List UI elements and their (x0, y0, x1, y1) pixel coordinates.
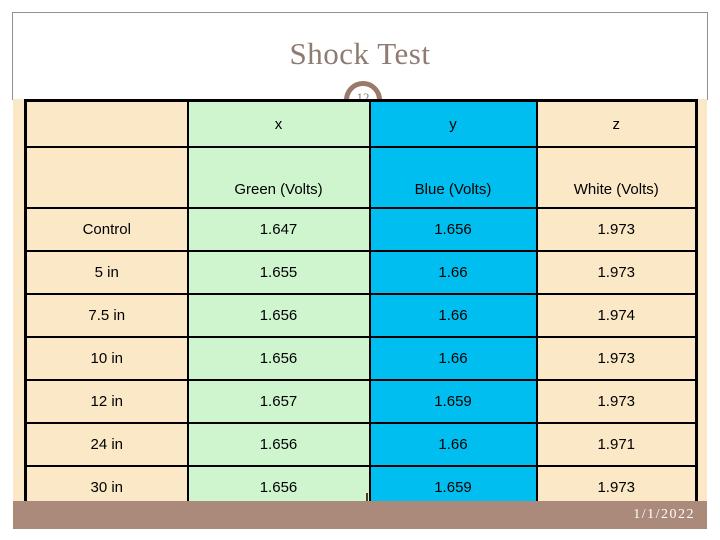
value-z: 1.973 (535, 379, 698, 424)
value-y: 1.656 (368, 207, 538, 252)
value-x: 1.656 (186, 336, 371, 381)
value-y: 1.66 (368, 422, 538, 467)
footer-bar: 1/1/2022 (13, 501, 707, 529)
value-z: 1.971 (535, 422, 698, 467)
value-z: 1.973 (535, 336, 698, 381)
axis-header-z: z (535, 99, 698, 148)
value-z: 1.974 (535, 293, 698, 338)
row-label: Control (24, 207, 189, 252)
axis-header-row: x y z (24, 99, 698, 148)
value-x: 1.656 (186, 293, 371, 338)
value-x: 1.655 (186, 250, 371, 295)
table-row-control: Control 1.647 1.656 1.973 (24, 207, 698, 252)
value-z: 1.973 (535, 250, 698, 295)
corner-cell (24, 99, 189, 148)
table-row-30in: 30 in 1.656 1.659 1.973 (24, 465, 698, 511)
slide-title: Shock Test (289, 36, 431, 71)
row-label: 12 in (24, 379, 189, 424)
series-header-green: Green (Volts) (186, 146, 371, 209)
row-label: 7.5 in (24, 293, 189, 338)
value-x: 1.656 (186, 422, 371, 467)
corner-cell (24, 146, 189, 209)
footer-date: 1/1/2022 (633, 507, 695, 522)
column-divider-tick (366, 493, 368, 502)
value-z: 1.973 (535, 207, 698, 252)
axis-header-x: x (186, 99, 371, 148)
table-row-12in: 12 in 1.657 1.659 1.973 (24, 379, 698, 424)
value-x: 1.647 (186, 207, 371, 252)
shock-test-table: x y z Green (Volts) Blue (Volts) White (… (24, 99, 698, 511)
row-label: 24 in (24, 422, 189, 467)
series-header-white: White (Volts) (535, 146, 698, 209)
axis-header-y: y (368, 99, 538, 148)
value-y: 1.66 (368, 293, 538, 338)
row-label: 5 in (24, 250, 189, 295)
value-y: 1.659 (368, 379, 538, 424)
value-x: 1.657 (186, 379, 371, 424)
row-label: 10 in (24, 336, 189, 381)
value-y: 1.66 (368, 250, 538, 295)
value-y: 1.66 (368, 336, 538, 381)
table-row-24in: 24 in 1.656 1.66 1.971 (24, 422, 698, 467)
series-header-blue: Blue (Volts) (368, 146, 538, 209)
table-row-10in: 10 in 1.656 1.66 1.973 (24, 336, 698, 381)
table-row-7-5in: 7.5 in 1.656 1.66 1.974 (24, 293, 698, 338)
table-row-5in: 5 in 1.655 1.66 1.973 (24, 250, 698, 295)
series-header-row: Green (Volts) Blue (Volts) White (Volts) (24, 146, 698, 209)
